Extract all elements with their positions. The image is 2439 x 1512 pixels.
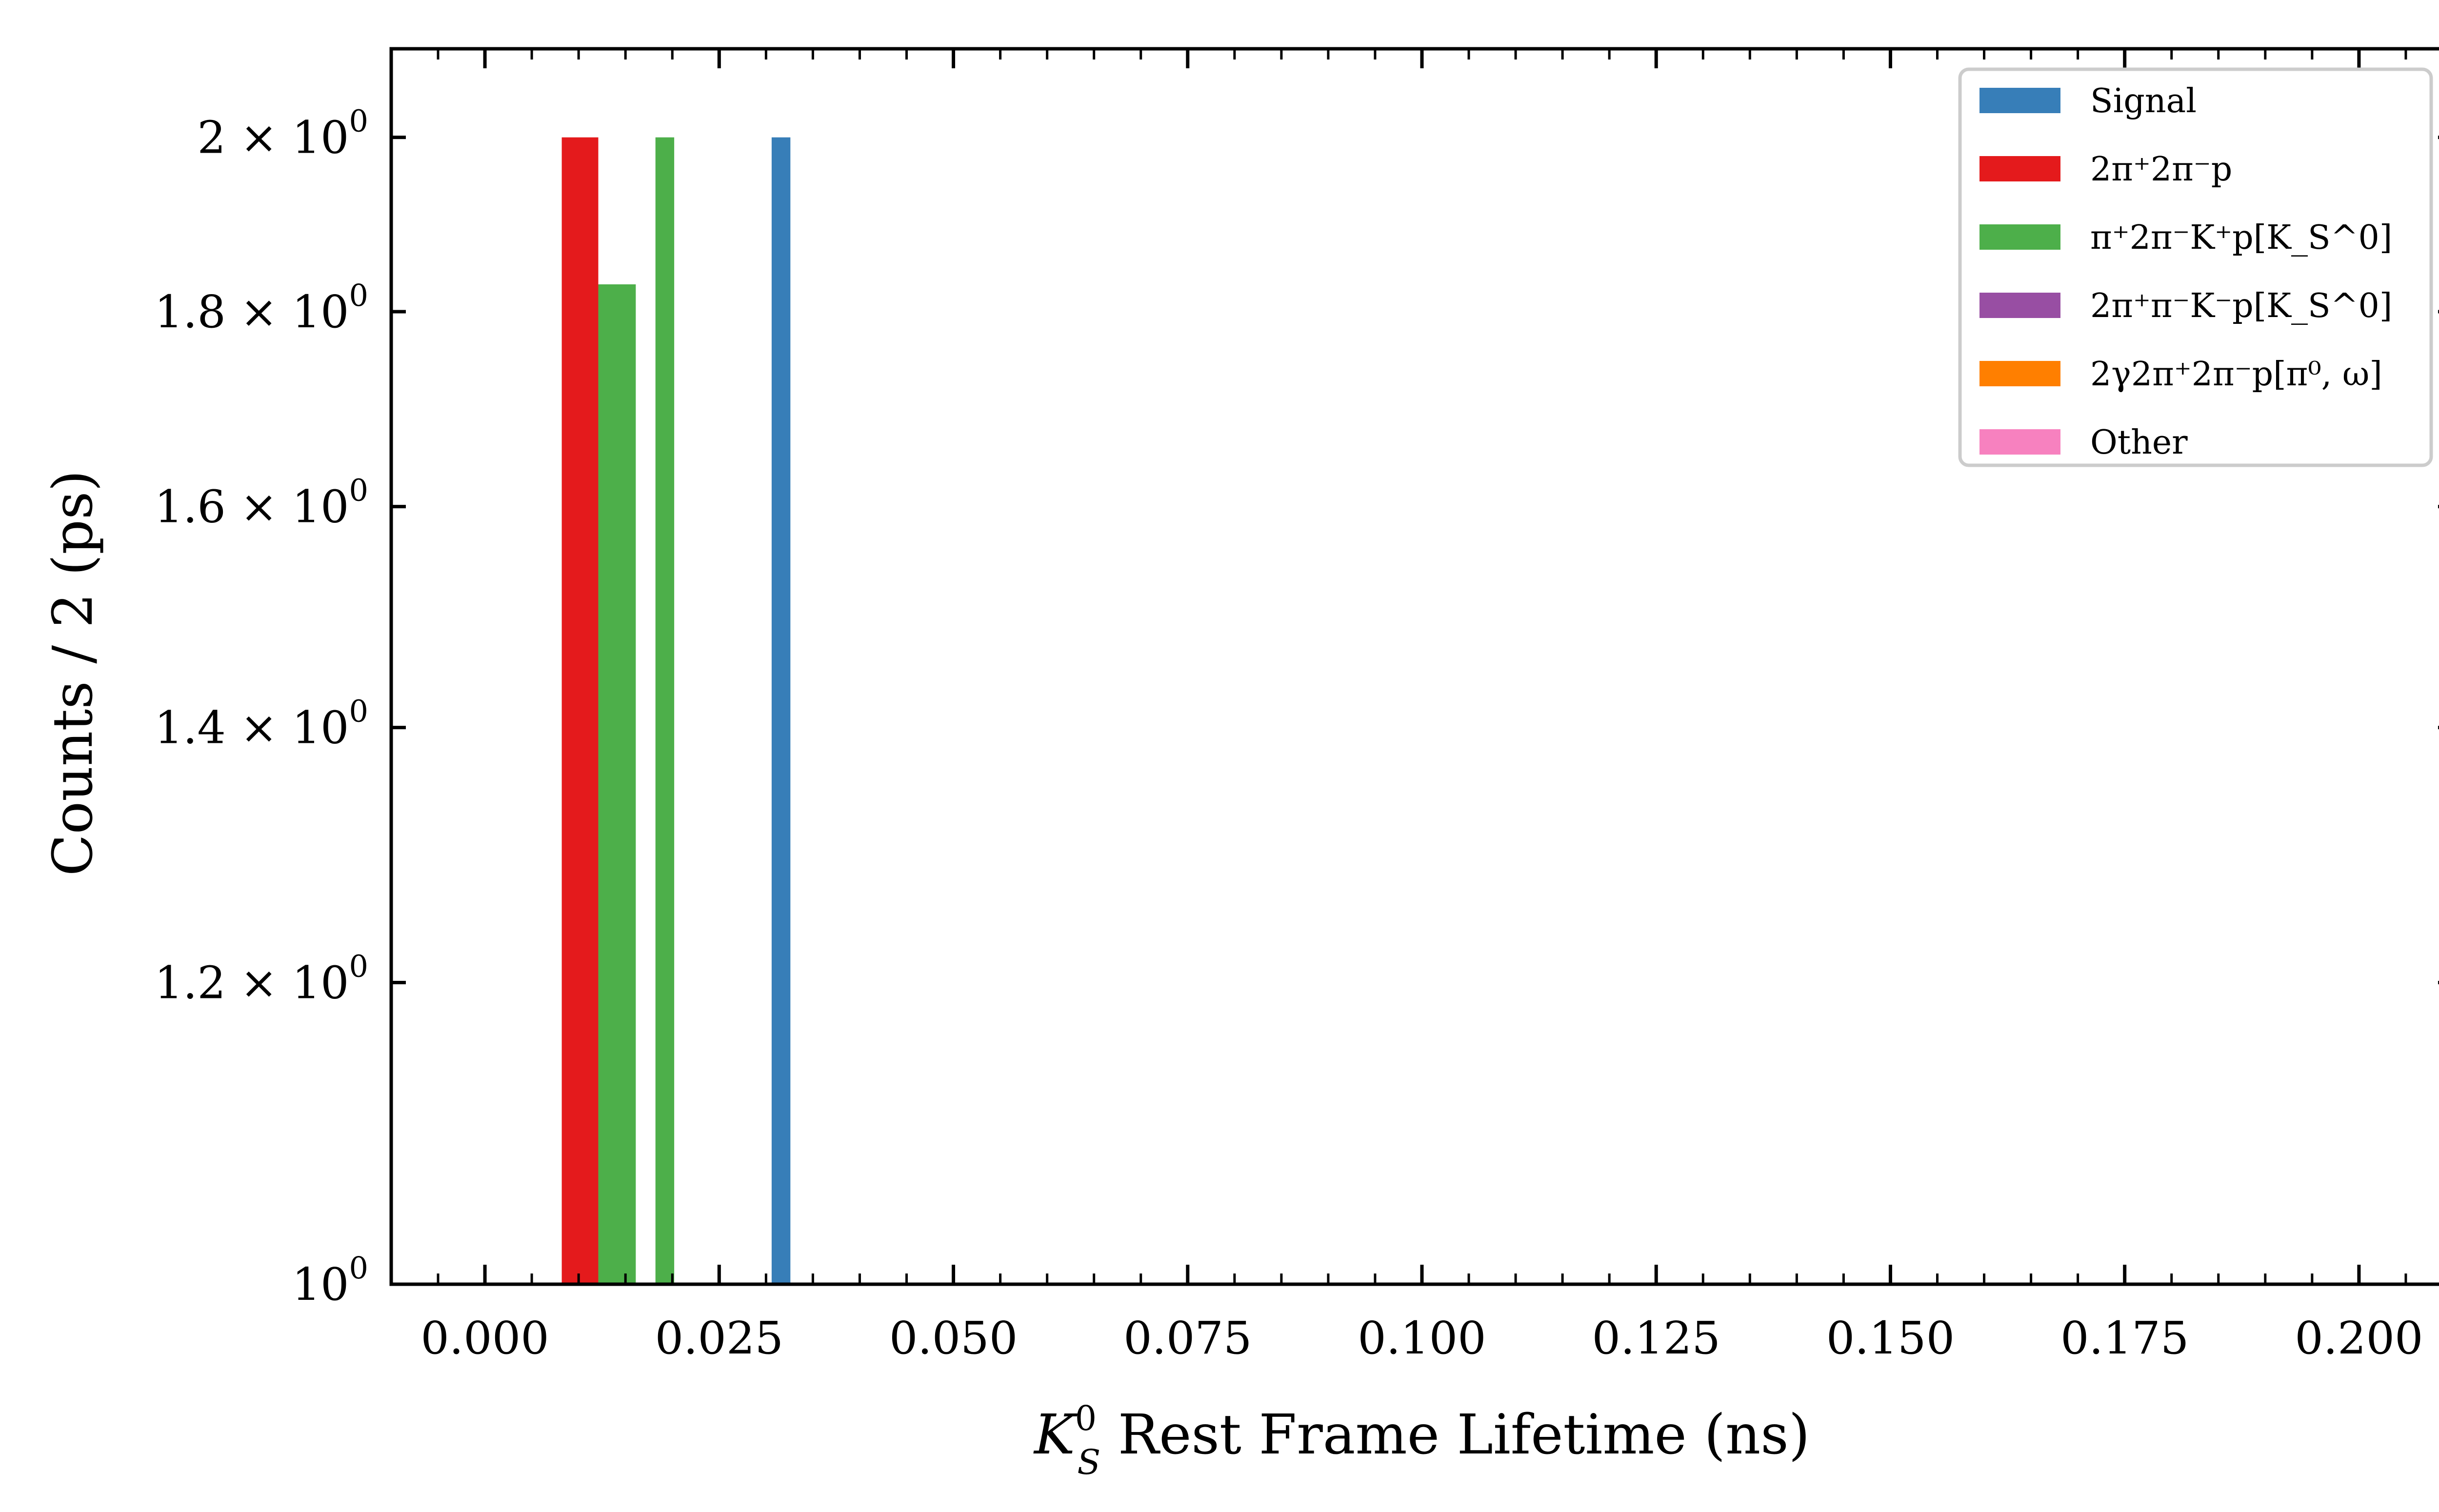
bar-2-1 [655, 137, 675, 1284]
x-tick-label: 0.150 [1826, 1312, 1955, 1364]
x-tick-label: 0.050 [889, 1312, 1018, 1364]
y-tick-labels: 100 1.2 × 100 1.4 × 100 1.6 × 100 1.8 × 100 2… [155, 103, 368, 1311]
bars-layer [561, 137, 791, 1284]
y-tick-label: 100 [292, 1250, 368, 1311]
legend-label: π⁺2π⁻K⁺p[K_S^0] [2090, 219, 2392, 257]
legend-swatch [1979, 361, 2060, 386]
y-ticks [391, 136, 2439, 1286]
x-tick-label: 0.125 [1592, 1312, 1720, 1364]
legend-swatch [1979, 293, 2060, 318]
legend: Signal 2π⁺2π⁻p π⁺2π⁻K⁺p[K_S^0] 2π⁺π⁻K⁻p[K_S… [1958, 67, 2433, 467]
x-axis-label: K0 S Rest Frame Lifetime (ns) [1033, 1398, 1810, 1482]
bar-0-0 [771, 137, 791, 1284]
x-tick-label: 0.175 [2060, 1312, 2189, 1364]
legend-entries: Signal 2π⁺2π⁻p π⁺2π⁻K⁺p[K_S^0] 2π⁺π⁻K⁻p[K_S… [1979, 82, 2392, 462]
legend-swatch [1979, 224, 2060, 250]
legend-label: Other [2090, 423, 2188, 462]
y-axis-label: Counts / 2 (ps) [41, 470, 105, 876]
bar-2-0 [598, 284, 636, 1284]
legend-label: 2π⁺π⁻K⁻p[K_S^0] [2090, 287, 2392, 325]
x-tick-labels: 0.000 0.025 0.050 0.075 0.100 0.125 0.150 0.175… [420, 1312, 2423, 1364]
x-ticks [390, 49, 2407, 1284]
x-tick-label: 0.000 [420, 1312, 549, 1364]
y-tick-label: 1.6 × 100 [155, 473, 368, 533]
legend-label: 2π⁺2π⁻p [2090, 150, 2232, 189]
legend-swatch [1979, 156, 2060, 181]
legend-label: 2γ2π⁺2π⁻p[π⁰, ω] [2090, 355, 2382, 394]
legend-swatch [1979, 429, 2060, 455]
legend-swatch [1979, 88, 2060, 113]
x-tick-label: 0.025 [655, 1312, 783, 1364]
x-tick-label: 0.100 [1358, 1312, 1486, 1364]
legend-frame [1958, 67, 2433, 467]
x-tick-label: 0.075 [1123, 1312, 1252, 1364]
y-tick-label: 1.4 × 100 [155, 694, 368, 754]
legend-label: Signal [2090, 82, 2197, 120]
y-tick-label: 2 × 100 [197, 103, 368, 164]
y-tick-label: 1.8 × 100 [155, 278, 368, 338]
y-tick-label: 1.2 × 100 [155, 949, 368, 1009]
x-tick-label: 0.200 [2295, 1312, 2423, 1364]
bar-1-0 [561, 137, 599, 1284]
